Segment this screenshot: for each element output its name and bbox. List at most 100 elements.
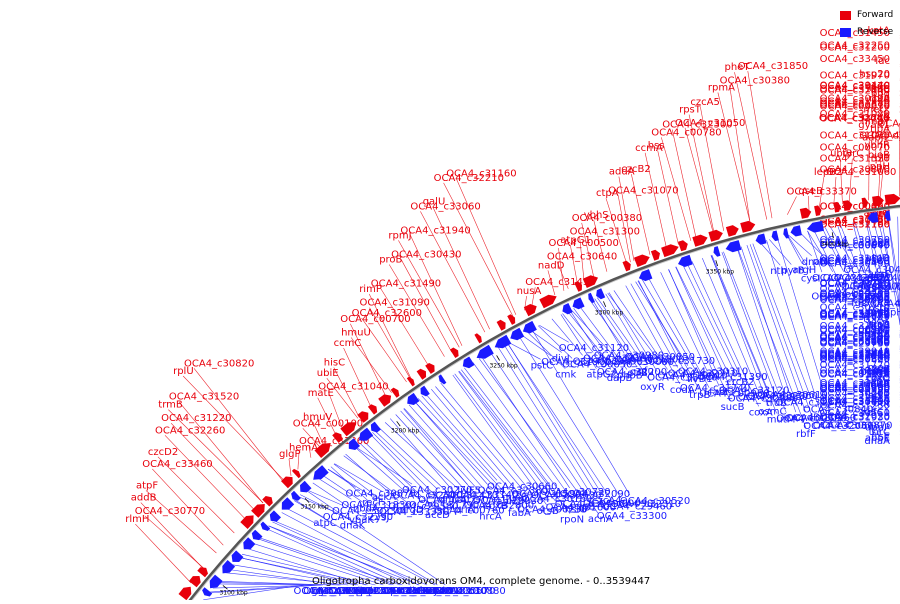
legend-reverse: Reverse xyxy=(840,27,893,37)
gene-label: OCA4_c33460 xyxy=(142,459,212,470)
gene-label: sucA xyxy=(866,347,890,358)
gene-label: nusA xyxy=(517,286,542,297)
forward-gene-arrow xyxy=(281,477,293,489)
gene-label: trmB xyxy=(158,400,183,411)
gene-label: hisC xyxy=(324,358,345,369)
gene-label: OCA4_c30820 xyxy=(184,358,254,369)
leader-line xyxy=(455,374,541,490)
legend-forward: Forward xyxy=(840,10,893,20)
gene-label: rimP xyxy=(359,284,382,295)
forward-gene-arrow xyxy=(292,469,301,478)
gene-label: OCA4_c00670 xyxy=(820,100,890,111)
gene-label: cmk xyxy=(555,370,576,381)
reverse-gene-arrow xyxy=(714,246,721,257)
scale-tick-label: 3200 kbp xyxy=(391,428,419,435)
reverse-gene-arrow xyxy=(588,293,595,303)
leader-line xyxy=(748,71,772,218)
leader-line xyxy=(769,239,791,264)
reverse-gene-arrow xyxy=(791,225,802,236)
leader-line xyxy=(456,178,516,314)
gene-label: czcD2 xyxy=(148,447,178,458)
leader-line xyxy=(788,235,811,256)
scale-tick-label: 3400 kbp xyxy=(821,241,849,248)
gene-label: OCA4_c32250 xyxy=(820,41,890,52)
gene-label: OCA4_c32210 xyxy=(434,173,504,184)
gene-label: dapB xyxy=(607,373,633,384)
forward-gene-arrow xyxy=(708,230,723,242)
gene-label: atpH xyxy=(880,308,900,319)
leader-line xyxy=(404,408,483,495)
gene-label: matE xyxy=(308,388,334,399)
leader-line xyxy=(718,93,751,224)
gene-label: rlmH xyxy=(125,514,149,525)
reverse-gene-arrow xyxy=(371,422,381,433)
gene-label: OCA4_c00500 xyxy=(549,238,619,249)
gene-label: cysI xyxy=(801,273,821,284)
gene-label: cysJ xyxy=(370,512,390,523)
gene-label: infC xyxy=(870,84,890,95)
scale-tick-label: 3250 kbp xyxy=(489,363,517,370)
reverse-gene-arrow xyxy=(270,510,281,521)
gene-label: rplT xyxy=(871,153,891,164)
reverse-gene-arrow xyxy=(807,221,824,233)
leader-line xyxy=(808,196,809,210)
gene-label: hrcA xyxy=(479,511,502,522)
forward-gene-arrow xyxy=(425,363,434,374)
gene-label: OCA4_c00780 xyxy=(651,127,721,138)
leader-line xyxy=(145,516,204,568)
forward-gene-arrow xyxy=(524,304,537,316)
gene-label: mutM xyxy=(767,414,796,425)
gene-label: OCA4_c00380 xyxy=(572,213,642,224)
gene-label: atpF xyxy=(136,481,158,492)
forward-gene-arrow xyxy=(623,261,631,272)
gene-label: OCA4_c33060 xyxy=(410,201,480,212)
gene-label: nadD xyxy=(538,260,565,271)
leader-line xyxy=(672,130,696,239)
gene-label: rpsA xyxy=(867,238,890,249)
forward-gene-arrow xyxy=(391,388,400,398)
gene-label: hsp20 xyxy=(859,69,890,80)
gene-label: gpmA xyxy=(861,274,890,285)
forward-gene-arrow xyxy=(197,567,208,577)
gene-label: pheT xyxy=(725,62,751,73)
gene-label: OCA4_c31090 xyxy=(360,298,430,309)
gene-label: argD xyxy=(400,505,424,516)
reverse-gene-arrow xyxy=(756,234,767,245)
reverse-gene-arrow xyxy=(232,550,244,562)
gene-label: sucB xyxy=(721,402,745,413)
gene-label: rpmA xyxy=(708,83,735,94)
gene-label: OCA4_c00700 xyxy=(340,314,410,325)
reverse-gene-arrow xyxy=(639,269,653,281)
leader-line xyxy=(735,72,767,219)
leader-line xyxy=(289,459,291,476)
gene-label: accD xyxy=(425,510,450,521)
gene-label: rpmJ xyxy=(388,230,411,241)
forward-gene-arrow xyxy=(740,221,755,233)
gene-label: ccmA xyxy=(635,143,663,154)
gene-label: pstC xyxy=(531,360,553,371)
gene-label: uppP xyxy=(865,423,890,434)
gene-label: coxB xyxy=(484,501,508,512)
gene-label: OCA4_c33250 xyxy=(859,130,900,141)
gene-label: otsB xyxy=(537,506,559,517)
genome-caption: Oligotropha carboxidovorans OM4, complet… xyxy=(312,576,650,587)
reverse-gene-arrow xyxy=(463,357,475,369)
gene-label: addB xyxy=(131,493,157,504)
forward-gene-arrow xyxy=(378,394,391,406)
leader-line xyxy=(521,335,551,356)
scale-tick-label: 3300 kbp xyxy=(595,309,623,316)
gene-label: OCA4_c33450 xyxy=(820,54,890,65)
gene-label: proB xyxy=(379,255,402,266)
gene-label: ubiE xyxy=(317,368,339,379)
forward-gene-arrow xyxy=(651,250,660,261)
forward-gene-arrow xyxy=(179,587,192,600)
gene-label: trpB xyxy=(689,390,710,401)
scale-tick xyxy=(397,421,401,426)
gene-label: ctpA xyxy=(596,188,619,199)
forward-swatch xyxy=(840,11,851,20)
forward-gene-arrow xyxy=(800,208,812,219)
legend-reverse-label: Reverse xyxy=(857,27,893,37)
gene-label: dnaJ1 xyxy=(862,325,890,336)
gene-label: rplU xyxy=(173,366,194,377)
